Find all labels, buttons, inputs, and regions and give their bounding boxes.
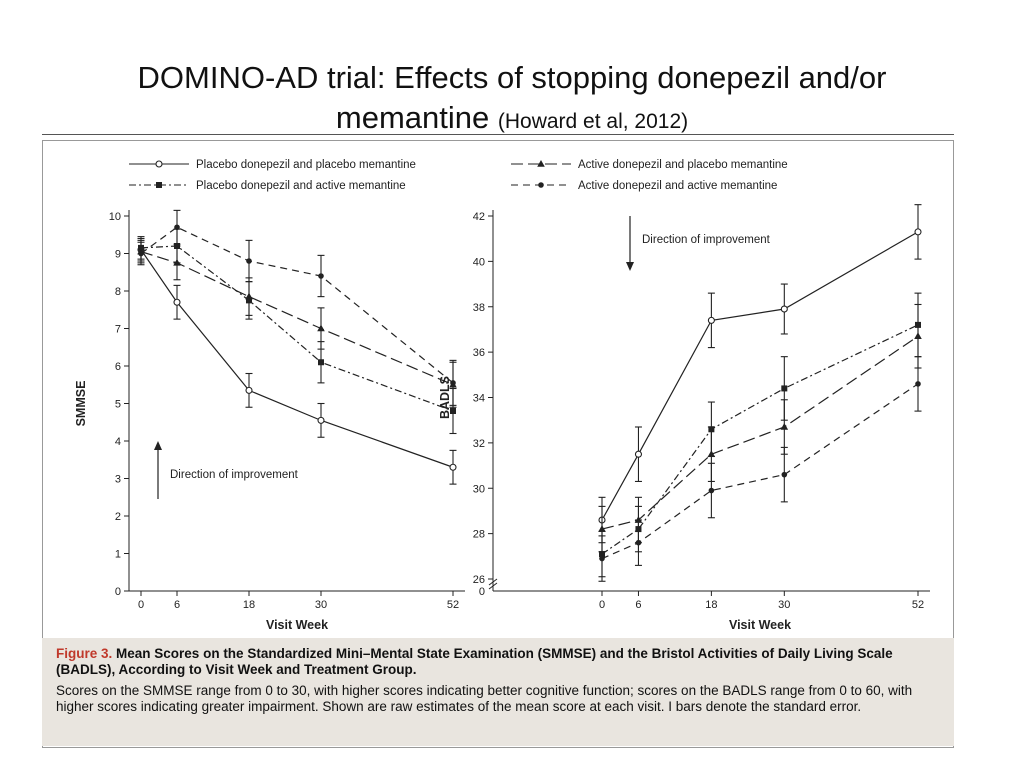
x-tick-label: 18 xyxy=(705,599,717,611)
citation: (Howard et al, 2012) xyxy=(497,110,689,133)
data-point xyxy=(318,359,324,366)
y-tick-label: 9 xyxy=(115,249,121,261)
y-tick-label: 26 xyxy=(473,574,485,586)
figure-svg: Placebo donepezil and placebo memantine A… xyxy=(74,159,930,632)
data-point xyxy=(138,250,144,257)
smmse-chart: 0 1 2 3 4 5 6 7 8 9 10 0 6 18 30 52 Visit Week SMMSE Direc… xyxy=(74,209,465,632)
series-line xyxy=(140,226,454,384)
direction-of-improvement-label: Direction of improvement xyxy=(642,234,771,246)
title-line-1: DOMINO-AD trial: Effects of stopping don… xyxy=(137,60,887,95)
x-axis-label: Visit Week xyxy=(729,618,791,632)
data-point xyxy=(173,298,181,306)
y-tick-label: 4 xyxy=(115,436,121,448)
y-tick-label: 10 xyxy=(109,211,121,223)
data-point xyxy=(174,224,180,231)
y-tick-label: 42 xyxy=(473,211,485,223)
legend: Placebo donepezil and placebo memantine A… xyxy=(129,159,788,192)
caption-body: Scores on the SMMSE range from 0 to 30, … xyxy=(56,683,913,714)
series-line xyxy=(140,251,454,386)
data-point xyxy=(599,555,605,562)
data-point xyxy=(780,305,788,313)
data-point xyxy=(450,408,456,414)
y-axis-label: SMMSE xyxy=(74,381,88,427)
data-point xyxy=(317,324,325,332)
data-point xyxy=(914,228,922,236)
y-tick-label: 0 xyxy=(115,586,121,598)
legend-label: Placebo donepezil and placebo memantine xyxy=(196,159,416,171)
title-line-2-text: memantine xyxy=(335,100,490,135)
axis-break-mark xyxy=(488,578,498,586)
y-tick-label: 6 xyxy=(115,361,121,373)
data-point xyxy=(449,463,457,471)
y-tick-label: 2 xyxy=(115,511,121,523)
y-tick-label: 1 xyxy=(115,549,121,561)
badls-chart: 26 28 30 32 34 36 38 40 42 0 6 18 30 52 0 Visit Week BAD… xyxy=(438,204,930,632)
x-tick-label: 18 xyxy=(243,599,255,611)
y-tick-label: 8 xyxy=(115,286,121,298)
figure-title: Mean Scores on the Standardized Mini–Men… xyxy=(56,646,893,677)
data-point xyxy=(708,426,715,433)
title-divider xyxy=(42,134,954,135)
y-tick-label: 30 xyxy=(473,483,485,495)
y-tick-label: 3 xyxy=(115,474,121,486)
direction-arrow-head xyxy=(154,441,162,450)
series-line xyxy=(601,231,919,521)
direction-arrow-head xyxy=(626,262,634,271)
figure-caption: Figure 3. Mean Scores on the Standardize… xyxy=(42,638,954,746)
legend-label: Placebo donepezil and active memantine xyxy=(196,180,406,192)
legend-marker xyxy=(155,160,163,168)
data-point xyxy=(246,297,252,304)
x-axis-label: Visit Week xyxy=(266,618,328,632)
legend-label: Active donepezil and placebo memantine xyxy=(578,159,788,171)
x-tick-label: 52 xyxy=(447,599,459,611)
x-tick-label: 30 xyxy=(315,599,327,611)
data-point xyxy=(781,385,788,392)
axis-break-mark xyxy=(488,582,498,590)
slide-title: DOMINO-AD trial: Effects of stopping don… xyxy=(0,58,1024,142)
figure-label: Figure 3. xyxy=(56,646,113,661)
data-point xyxy=(708,487,715,494)
data-point xyxy=(634,450,643,458)
series-line xyxy=(601,324,919,555)
y-tick-label: 36 xyxy=(473,347,485,359)
legend-marker xyxy=(538,182,544,188)
y-tick-label: 38 xyxy=(473,302,485,314)
data-point xyxy=(598,525,606,532)
series-line xyxy=(601,383,919,560)
y-tick-label: 34 xyxy=(473,393,485,405)
data-point xyxy=(246,258,252,264)
data-point xyxy=(707,316,715,324)
x-tick-label: 6 xyxy=(174,599,180,611)
legend-marker xyxy=(537,160,545,167)
data-point xyxy=(245,386,253,394)
y-tick-label: 5 xyxy=(115,399,121,411)
legend-marker xyxy=(156,182,162,188)
x-tick-label: 0 xyxy=(599,599,605,611)
x-tick-label: 6 xyxy=(635,599,641,611)
y-tick-label: 40 xyxy=(473,256,485,268)
data-point xyxy=(915,381,921,387)
data-point xyxy=(317,416,325,424)
data-point xyxy=(781,471,788,478)
data-point xyxy=(450,380,456,386)
direction-of-improvement-label: Direction of improvement xyxy=(170,469,299,481)
data-point xyxy=(318,273,324,279)
x-tick-label: 52 xyxy=(912,599,924,611)
series-line xyxy=(601,335,919,530)
legend-label: Active donepezil and active memantine xyxy=(578,180,777,192)
y-tick-label: 28 xyxy=(473,529,485,541)
x-tick-label: 30 xyxy=(778,599,790,611)
x-tick-label: 0 xyxy=(138,599,144,611)
data-point xyxy=(915,321,921,328)
title-line-2: memantine (Howard et al, 2012) xyxy=(0,98,1024,142)
y-tick-label: 32 xyxy=(473,438,485,450)
y-tick-label: 7 xyxy=(115,324,121,336)
data-point xyxy=(780,422,789,430)
data-point xyxy=(635,539,642,546)
data-point xyxy=(174,243,180,249)
y-axis-break-label: 0 xyxy=(479,586,485,598)
caption-heading: Figure 3. Mean Scores on the Standardize… xyxy=(56,646,940,678)
series-line xyxy=(140,249,454,468)
y-axis-label: BADLS xyxy=(438,376,452,419)
